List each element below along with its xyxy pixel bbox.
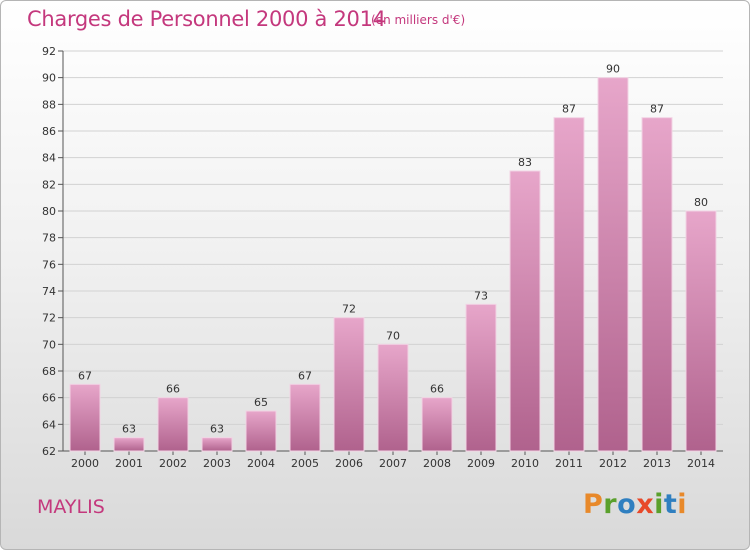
- data-label: 83: [518, 156, 532, 169]
- x-tick-label: 2007: [379, 457, 407, 470]
- data-label: 65: [254, 396, 268, 409]
- x-tick-label: 2012: [599, 457, 627, 470]
- x-tick-label: 2002: [159, 457, 187, 470]
- x-tick-label: 2006: [335, 457, 363, 470]
- bar: [597, 77, 629, 452]
- y-tick-label: 68: [42, 365, 56, 378]
- data-label: 80: [694, 196, 708, 209]
- chart-subtitle: (en milliers d'€): [371, 13, 466, 27]
- data-label: 87: [650, 103, 664, 116]
- bar: [289, 383, 321, 452]
- y-tick-label: 66: [42, 392, 56, 405]
- labels: 62 64 66 68 70 72 74 76 78 80 82 84 86 88 90 92 67 2000 63…: [42, 45, 715, 470]
- bar: [69, 383, 101, 452]
- x-tick-label: 2010: [511, 457, 539, 470]
- bar: [157, 397, 189, 452]
- data-label: 73: [474, 289, 488, 302]
- data-label: 90: [606, 63, 620, 76]
- data-label: 67: [298, 369, 312, 382]
- y-tick-label: 86: [42, 125, 56, 138]
- proxiti-logo: Proxiti: [583, 489, 687, 520]
- bar: [641, 117, 673, 452]
- logo-letter: x: [636, 489, 655, 520]
- y-tick-label: 74: [42, 285, 56, 298]
- logo-letter: r: [603, 489, 618, 520]
- y-tick-label: 64: [42, 418, 56, 431]
- y-tick-label: 72: [42, 312, 56, 325]
- y-tick-label: 62: [42, 445, 56, 458]
- x-tick-label: 2000: [71, 457, 99, 470]
- x-tick-label: 2003: [203, 457, 231, 470]
- x-tick-label: 2009: [467, 457, 495, 470]
- x-tick-label: 2004: [247, 457, 275, 470]
- logo-letter: i: [654, 489, 664, 520]
- x-tick-label: 2011: [555, 457, 583, 470]
- logo-letter: i: [677, 489, 688, 520]
- bar: [113, 437, 145, 452]
- y-tick-label: 92: [42, 45, 56, 58]
- y-tick-label: 76: [42, 258, 56, 271]
- data-label: 87: [562, 103, 576, 116]
- bar: [333, 317, 365, 452]
- logo-letter: o: [617, 489, 637, 520]
- commune-name: MAYLIS: [37, 496, 105, 518]
- y-tick-label: 88: [42, 98, 56, 111]
- bar: [201, 437, 233, 452]
- data-label: 67: [78, 369, 92, 382]
- data-label: 70: [386, 329, 400, 342]
- x-tick-label: 2005: [291, 457, 319, 470]
- y-tick-label: 70: [42, 338, 56, 351]
- x-tick-label: 2008: [423, 457, 451, 470]
- x-tick-label: 2001: [115, 457, 143, 470]
- bar: [685, 210, 717, 452]
- y-tick-label: 90: [42, 72, 56, 85]
- bar: [421, 397, 453, 452]
- y-tick-label: 78: [42, 232, 56, 245]
- y-tick-label: 80: [42, 205, 56, 218]
- bar: [509, 170, 541, 452]
- y-tick-label: 82: [42, 178, 56, 191]
- y-tick-label: 84: [42, 152, 56, 165]
- x-tick-label: 2013: [643, 457, 671, 470]
- logo-letter: P: [583, 489, 604, 520]
- data-label: 66: [430, 383, 444, 396]
- logo-letter: t: [663, 489, 678, 520]
- chart-title: Charges de Personnel 2000 à 2014: [27, 7, 386, 31]
- bars: [69, 77, 717, 452]
- bar: [245, 410, 277, 452]
- bar: [465, 303, 497, 452]
- data-label: 63: [122, 423, 136, 436]
- bar: [377, 343, 409, 452]
- data-label: 66: [166, 383, 180, 396]
- x-tick-label: 2014: [687, 457, 715, 470]
- bar: [553, 117, 585, 452]
- data-label: 63: [210, 423, 224, 436]
- data-label: 72: [342, 303, 356, 316]
